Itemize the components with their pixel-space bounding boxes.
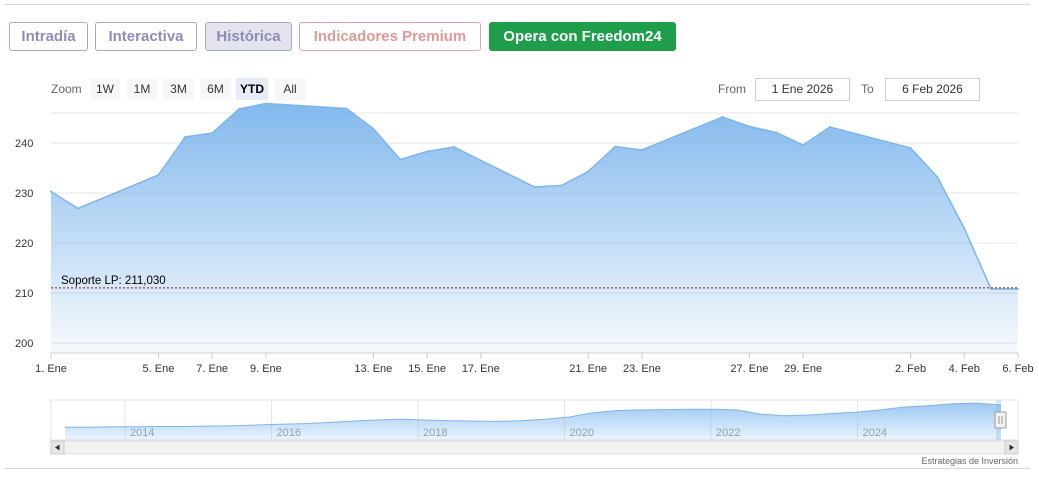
y-tick-label: 220	[15, 238, 33, 250]
navigator: 2014 2016 2018 2020 2022 2024	[50, 399, 1019, 455]
tab-historica[interactable]: Histórica	[205, 22, 292, 51]
scroll-left-button[interactable]	[50, 440, 65, 455]
navigator-year-label: 2016	[277, 427, 301, 439]
support-label: Soporte LP: 211,030	[61, 275, 166, 287]
tab-interactiva[interactable]: Interactiva	[95, 22, 197, 51]
data-point	[211, 132, 214, 134]
data-point	[560, 184, 563, 187]
x-tick-label: 13. Ene	[354, 363, 392, 375]
data-point	[828, 126, 831, 128]
data-point	[264, 102, 267, 105]
navigator-frame	[50, 399, 1019, 441]
data-point	[748, 125, 751, 128]
y-tick-label: 200	[15, 338, 33, 350]
x-tick-label: 29. Ene	[784, 363, 822, 375]
data-point	[372, 127, 375, 130]
zoom-1w-button[interactable]: 1W	[90, 78, 120, 100]
x-tick-label: 7. Ene	[196, 363, 228, 375]
y-tick-label: 230	[15, 188, 33, 200]
data-point	[399, 158, 402, 161]
x-tick-label: 2. Feb	[895, 363, 926, 375]
data-point	[50, 190, 52, 193]
data-point	[640, 149, 643, 151]
to-label: To	[861, 82, 874, 96]
y-tick-label: 210	[15, 288, 33, 300]
x-tick-label: 17. Ene	[462, 363, 500, 375]
zoom-1m-button[interactable]: 1M	[127, 78, 157, 100]
x-tick-label: 1. Ene	[35, 363, 67, 375]
data-point	[452, 146, 455, 148]
scroll-left-arrow-icon	[55, 444, 60, 451]
navigator-area	[65, 403, 1001, 440]
scroll-right-button[interactable]	[1004, 440, 1019, 455]
tab-intradia[interactable]: Intradía	[9, 22, 88, 51]
data-point	[802, 144, 805, 146]
x-tick-label: 5. Ene	[143, 363, 175, 375]
data-point	[238, 108, 241, 110]
tab-indicadores-premium[interactable]: Indicadores Premium	[299, 22, 481, 51]
to-date-input[interactable]: 6 Feb 2026	[885, 78, 980, 101]
data-point	[184, 136, 187, 138]
opera-freedom24-button[interactable]: Opera con Freedom24	[489, 22, 676, 51]
navigator-handle[interactable]	[994, 411, 1007, 429]
y-tick-label: 240	[15, 138, 33, 150]
scroll-right-arrow-icon	[1009, 444, 1014, 451]
zoom-3m-button[interactable]: 3M	[163, 78, 194, 100]
navigator-year-label: 2020	[570, 427, 594, 439]
x-tick-label: 4. Feb	[949, 363, 980, 375]
x-tick-label: 6. Feb	[1002, 363, 1033, 375]
data-point	[157, 174, 160, 176]
data-point	[76, 207, 79, 210]
x-tick-label: 21. Ene	[569, 363, 607, 375]
data-point	[990, 288, 993, 290]
credits-text: Estrategias de Inversión	[921, 456, 1018, 466]
x-tick-label: 23. Ene	[623, 363, 661, 375]
zoom-all-button[interactable]: All	[274, 78, 306, 100]
navigator-year-label: 2022	[716, 427, 740, 439]
price-series-line	[50, 102, 1018, 290]
data-point	[533, 186, 536, 188]
navigator-line	[65, 402, 1002, 428]
navigator-year-label: 2018	[423, 427, 447, 439]
data-point	[614, 145, 617, 148]
top-divider	[5, 4, 1030, 5]
price-area-fill	[51, 103, 1018, 353]
x-tick-label: 15. Ene	[408, 363, 446, 375]
data-point	[909, 147, 912, 149]
navigator-scrollbar[interactable]	[50, 440, 1019, 455]
from-date-input[interactable]: 1 Ene 2026	[755, 78, 850, 101]
navigator-year-label: 2014	[130, 427, 154, 439]
data-point	[426, 150, 429, 153]
navigator-year-label: 2024	[863, 427, 887, 439]
data-point	[345, 107, 348, 110]
data-point	[721, 116, 724, 118]
data-point	[1017, 288, 1019, 290]
navigator-selected-range[interactable]	[996, 400, 1001, 440]
x-tick-label: 27. Ene	[730, 363, 768, 375]
from-label: From	[718, 82, 746, 96]
bottom-divider	[5, 468, 1030, 469]
data-point	[587, 170, 590, 173]
x-tick-label: 9. Ene	[250, 363, 282, 375]
zoom-ytd-button[interactable]: YTD	[236, 78, 268, 100]
data-point	[936, 176, 939, 178]
data-point	[963, 227, 966, 230]
zoom-label: Zoom	[51, 82, 82, 96]
zoom-6m-button[interactable]: 6M	[200, 78, 231, 100]
data-point	[775, 131, 778, 134]
